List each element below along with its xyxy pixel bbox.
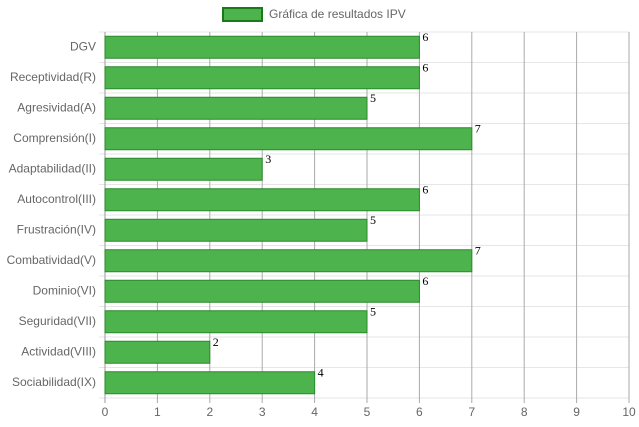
x-tick-label: 9 [573, 405, 580, 419]
value-label: 5 [370, 91, 376, 105]
value-label: 6 [422, 30, 428, 44]
value-label: 7 [475, 244, 481, 258]
x-tick-label: 2 [206, 405, 213, 419]
y-tick-label: Receptividad(R) [10, 70, 96, 84]
bar [104, 340, 211, 364]
x-tick-label: 7 [468, 405, 475, 419]
y-tick-label: Seguridad(VII) [19, 314, 96, 328]
bar [104, 371, 316, 395]
x-tick-label: 0 [102, 405, 109, 419]
bar [104, 249, 473, 273]
value-label: 6 [422, 274, 428, 288]
y-tick-label: Autocontrol(III) [17, 192, 96, 206]
bar [104, 279, 420, 303]
x-tick-label: 5 [364, 405, 371, 419]
bar [104, 188, 420, 212]
value-label: 5 [370, 305, 376, 319]
x-tick-label: 4 [311, 405, 318, 419]
value-label: 4 [318, 366, 324, 380]
bar [104, 96, 368, 120]
value-label: 7 [475, 122, 481, 136]
value-label: 5 [370, 213, 376, 227]
bar [104, 35, 420, 59]
x-tick-label: 8 [521, 405, 528, 419]
bar [104, 127, 473, 151]
y-tick-label: Comprensión(I) [13, 131, 96, 145]
y-tick-label: Actividad(VIII) [21, 344, 96, 358]
x-tick-label: 3 [259, 405, 266, 419]
bar [104, 66, 420, 90]
x-tick-label: 6 [416, 405, 423, 419]
bar [104, 218, 368, 242]
x-tick-label: 10 [622, 405, 636, 419]
x-tick-label: 1 [154, 405, 161, 419]
y-tick-label: Sociabilidad(IX) [12, 375, 96, 389]
bar [104, 310, 368, 334]
value-label: 2 [213, 335, 219, 349]
bar [104, 157, 263, 181]
y-tick-label: Adaptabilidad(II) [9, 161, 96, 175]
y-tick-label: Frustración(IV) [17, 222, 96, 236]
y-tick-label: Combatividad(V) [7, 253, 96, 267]
legend-label[interactable]: Gráfica de resultados IPV [269, 7, 406, 21]
y-tick-label: Dominio(VI) [33, 283, 96, 297]
value-label: 6 [422, 183, 428, 197]
value-label: 6 [422, 61, 428, 75]
legend-swatch[interactable] [222, 7, 263, 22]
y-tick-label: Agresividad(A) [17, 100, 96, 114]
y-tick-label: DGV [70, 39, 96, 53]
value-label: 3 [265, 152, 271, 166]
